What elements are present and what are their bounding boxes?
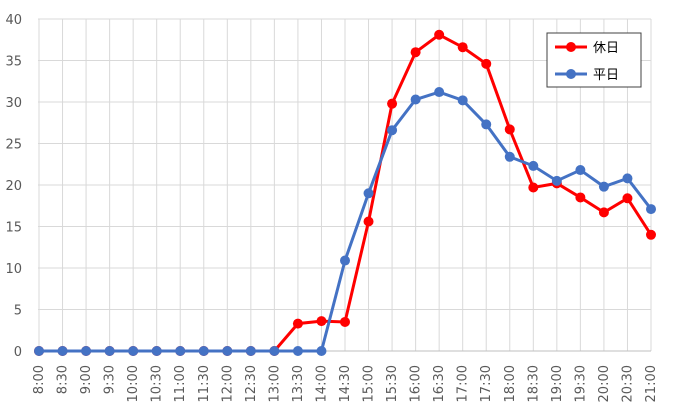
legend-marker [566,42,576,52]
x-tick-label: 20:00 [597,365,612,402]
x-tick-label: 12:30 [244,365,259,402]
data-point [81,346,92,356]
x-tick-label: 8:00 [32,365,47,394]
data-point [457,42,468,53]
data-point [34,346,44,356]
y-tick-label: 0 [14,345,22,360]
data-point [387,98,398,109]
x-tick-label: 19:00 [550,365,565,402]
x-tick-label: 11:30 [197,365,212,402]
data-point [481,119,492,130]
x-tick-label: 9:00 [79,365,94,394]
data-point [292,346,303,356]
legend-label: 平日 [593,68,619,83]
data-point [57,346,68,356]
data-point [340,255,350,266]
data-point [528,160,539,171]
data-point [504,124,515,135]
data-point [128,346,139,356]
data-point [340,316,350,327]
x-tick-label: 21:00 [644,365,659,402]
x-tick-label: 18:30 [526,365,541,402]
x-tick-label: 15:00 [362,365,377,402]
data-point [575,165,586,176]
data-point [222,346,233,356]
data-point [481,58,492,69]
x-tick-label: 13:30 [291,365,306,402]
x-tick-label: 12:00 [220,365,235,402]
x-tick-label: 8:30 [56,365,71,394]
y-tick-label: 15 [5,221,22,236]
data-point [387,125,398,136]
y-tick-label: 20 [5,179,22,194]
x-tick-label: 10:30 [150,365,165,402]
data-point [622,173,633,184]
legend-box [546,32,642,88]
x-tick-label: 18:00 [503,365,518,402]
data-point [316,316,327,327]
x-tick-label: 13:00 [267,365,282,402]
data-point [363,216,374,227]
data-point [622,193,633,204]
x-tick-label: 17:00 [456,365,471,402]
data-point [575,192,586,203]
data-point [598,207,609,218]
data-point [551,175,562,186]
data-point [434,87,445,98]
y-tick-label: 35 [5,55,22,70]
data-point [528,182,539,193]
data-point [104,346,115,356]
x-tick-label: 10:00 [126,365,141,402]
x-tick-label: 14:00 [314,365,329,402]
y-tick-label: 40 [5,13,22,28]
data-point [410,47,421,58]
data-point [292,318,303,329]
y-tick-label: 10 [5,262,22,277]
data-point [457,95,468,106]
x-tick-label: 16:00 [409,365,424,402]
data-point [269,346,280,356]
data-point [316,346,327,356]
data-point [175,346,186,356]
y-tick-label: 5 [14,304,22,319]
data-point [434,29,445,40]
data-point [198,346,209,356]
data-point [598,181,609,192]
x-tick-label: 17:30 [479,365,494,402]
data-point [151,346,162,356]
x-tick-label: 19:30 [573,365,588,402]
x-tick-label: 9:30 [103,365,118,394]
data-point [245,346,256,356]
x-tick-label: 14:30 [338,365,353,402]
y-tick-label: 25 [5,138,22,153]
x-tick-label: 11:00 [173,365,188,402]
legend-marker [566,69,576,79]
data-point [363,188,374,199]
x-tick-label: 15:30 [385,365,400,402]
y-tick-label: 30 [5,96,22,111]
data-point [410,94,421,105]
legend-label: 休日 [593,41,619,56]
x-tick-label: 16:30 [432,365,447,402]
data-point [504,151,515,162]
x-tick-label: 20:30 [620,365,635,402]
data-point [646,229,656,240]
data-point [646,204,656,215]
